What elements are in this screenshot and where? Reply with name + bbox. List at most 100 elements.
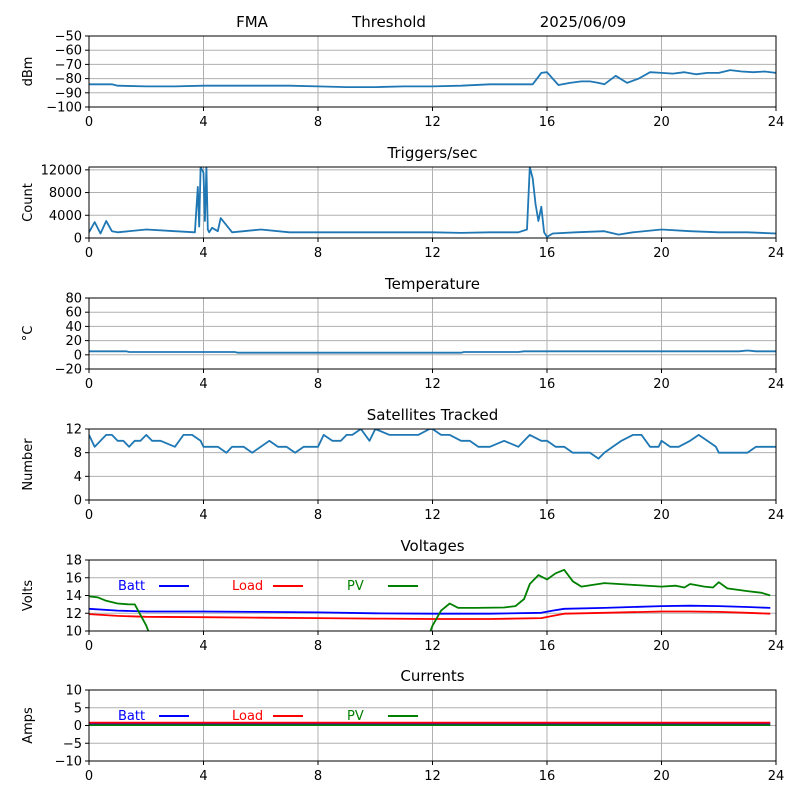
threshold-ytick-label: −80 (55, 72, 82, 87)
currents-legend-label-pv: PV (347, 709, 364, 724)
triggers-xtick-label: 0 (85, 246, 93, 261)
temperature-xtick-label: 24 (768, 377, 785, 392)
threshold-series-group (89, 69, 776, 88)
triggers-xtick-label: 4 (199, 246, 207, 261)
currents-ytick-label: 5 (74, 701, 82, 716)
currents-xtick-label: 12 (424, 769, 441, 784)
voltages-ytick-label: 16 (65, 571, 82, 586)
voltages-legend-label-batt: Batt (118, 579, 145, 594)
panel-satellites: Satellites Tracked 0 4 8 12 16 20 24 0 4 8 12 Number (21, 406, 784, 523)
triggers-ytick-label: 4000 (49, 209, 82, 224)
voltages-series-batt (89, 604, 771, 615)
voltages-ytick-label: 10 (65, 625, 82, 640)
threshold-ylabel: dBm (21, 57, 36, 87)
threshold-frame (88, 35, 777, 108)
voltages-xtick-label: 16 (539, 639, 556, 654)
triggers-title: Triggers/sec (387, 144, 478, 162)
triggers-frame (88, 166, 777, 239)
currents-ytick-label: 0 (74, 719, 82, 734)
satellites-ytick-label: 8 (74, 446, 82, 461)
triggers-xtick-label: 20 (653, 246, 670, 261)
voltages-series-load (89, 610, 771, 620)
temperature-xtick-label: 4 (199, 377, 207, 392)
currents-series-group (89, 721, 771, 726)
header-middle: Threshold (351, 13, 426, 31)
threshold-xtick-label: 0 (85, 115, 93, 130)
threshold-xtick-label: 8 (314, 115, 322, 130)
temperature-title: Temperature (384, 275, 480, 293)
satellites-ytick-label: 4 (74, 470, 82, 485)
voltages-legend-label-load: Load (232, 579, 263, 594)
temperature-ytick-label: 0 (74, 348, 82, 363)
triggers-xtick-label: 8 (314, 246, 322, 261)
triggers-xtick-label: 12 (424, 246, 441, 261)
panel-threshold: 0 4 8 12 16 20 24 −100−90−80−70−60−50 dBm (21, 30, 784, 131)
satellites-title: Satellites Tracked (367, 406, 498, 424)
voltages-xtick-label: 0 (85, 639, 93, 654)
voltages-xtick-label: 12 (424, 639, 441, 654)
currents-legend-label-load: Load (232, 709, 263, 724)
voltages-frame (88, 559, 777, 632)
threshold-ytick-label: −60 (55, 44, 82, 59)
currents-frame (88, 689, 777, 762)
threshold-ytick-label: −100 (46, 101, 82, 116)
voltages-ytick-label: 12 (65, 607, 82, 622)
temperature-series-group (89, 349, 776, 354)
threshold-xtick-label: 16 (539, 115, 556, 130)
satellites-xtick-label: 16 (539, 508, 556, 523)
currents-title: Currents (400, 667, 464, 685)
voltages-series-pv-seg0 (89, 595, 150, 631)
satellites-series-line (89, 429, 776, 460)
satellites-frame (88, 428, 777, 501)
temperature-ytick-label: −20 (55, 363, 82, 378)
temperature-xtick-label: 8 (314, 377, 322, 392)
threshold-series-line (89, 69, 776, 88)
panel-triggers: Triggers/sec 0 4 8 12 16 20 24 0 4000 8000 12000 Cou… (21, 144, 784, 261)
satellites-xtick-label: 24 (768, 508, 785, 523)
temperature-xtick-label: 12 (424, 377, 441, 392)
temperature-series-line (89, 349, 776, 354)
currents-ytick-label: 10 (65, 684, 82, 699)
satellites-series-group (89, 429, 776, 460)
temperature-frame (88, 297, 777, 370)
triggers-ytick-label: 0 (74, 232, 82, 247)
triggers-xtick-label: 16 (539, 246, 556, 261)
temperature-xtick-label: 16 (539, 377, 556, 392)
currents-ylabel: Amps (21, 707, 36, 744)
panel-voltages: Voltages 0 4 8 12 16 20 24 10 12 14 16 18 Volts Batt Lo… (21, 537, 784, 654)
currents-xtick-label: 16 (539, 769, 556, 784)
currents-ytick-label: −5 (63, 737, 82, 752)
voltages-ytick-label: 18 (65, 554, 82, 569)
triggers-series-line (89, 167, 776, 238)
satellites-xtick-label: 12 (424, 508, 441, 523)
voltages-legend-label-pv: PV (347, 579, 364, 594)
satellites-xtick-label: 4 (199, 508, 207, 523)
voltages-series-group (89, 568, 771, 631)
currents-xtick-label: 4 (199, 769, 207, 784)
threshold-xtick-label: 12 (424, 115, 441, 130)
currents-xtick-label: 24 (768, 769, 785, 784)
temperature-ylabel: °C (21, 326, 36, 342)
voltages-series-pv-seg1 (429, 568, 771, 631)
voltages-xtick-label: 4 (199, 639, 207, 654)
triggers-ylabel: Count (21, 183, 36, 222)
voltages-ylabel: Volts (21, 580, 36, 612)
threshold-xtick-label: 4 (199, 115, 207, 130)
panel-currents: Currents 0 4 8 12 16 20 24 −10 −5 0 5 10 Amps Batt Load… (21, 667, 784, 784)
temperature-xtick-label: 20 (653, 377, 670, 392)
temperature-ytick-label: 40 (65, 320, 82, 335)
satellites-xtick-label: 8 (314, 508, 322, 523)
currents-xtick-label: 0 (85, 769, 93, 784)
header-left: FMA (236, 13, 269, 31)
triggers-series-group (89, 167, 776, 238)
satellites-ytick-label: 0 (74, 494, 82, 509)
voltages-xtick-label: 24 (768, 639, 785, 654)
temperature-ytick-label: 60 (65, 306, 82, 321)
threshold-xtick-label: 20 (653, 115, 670, 130)
satellites-xtick-label: 20 (653, 508, 670, 523)
satellites-xtick-label: 0 (85, 508, 93, 523)
temperature-ytick-label: 20 (65, 334, 82, 349)
threshold-xtick-label: 24 (768, 115, 785, 130)
voltages-ytick-label: 14 (65, 589, 82, 604)
currents-legend-label-batt: Batt (118, 709, 145, 724)
